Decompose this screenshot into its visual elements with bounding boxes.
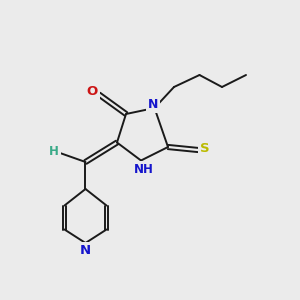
Text: N: N [80, 244, 91, 257]
Text: O: O [87, 85, 98, 98]
Text: NH: NH [134, 163, 154, 176]
Text: S: S [200, 142, 209, 155]
Text: H: H [49, 145, 59, 158]
Text: N: N [148, 98, 158, 111]
